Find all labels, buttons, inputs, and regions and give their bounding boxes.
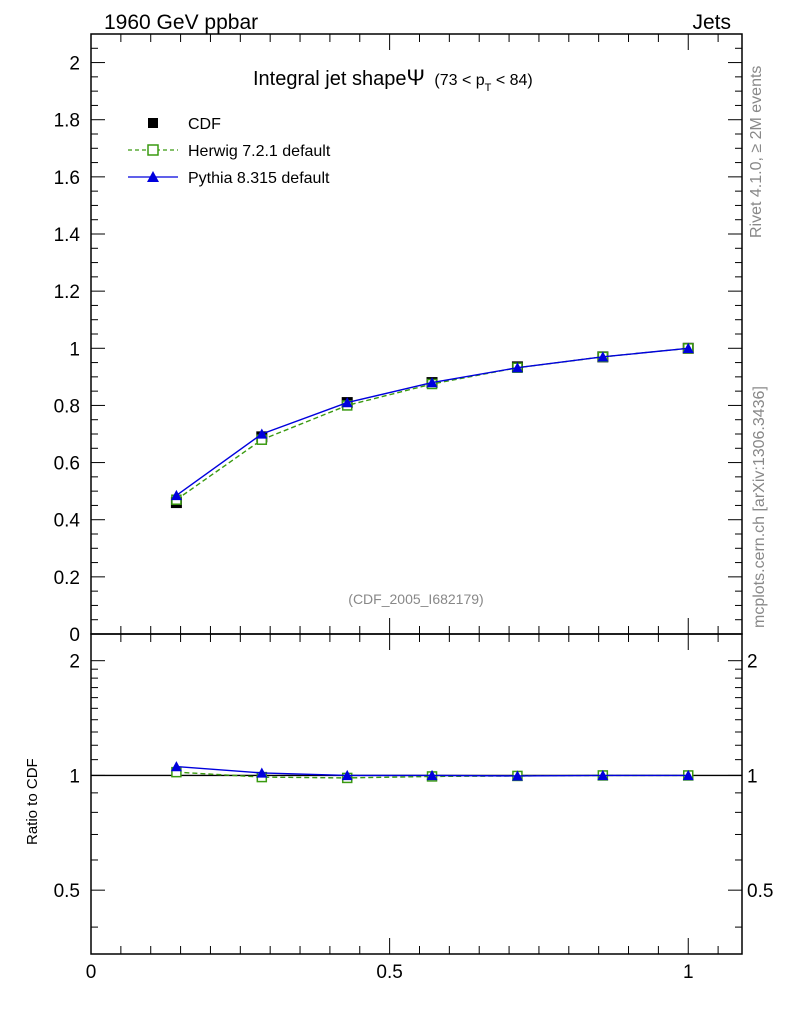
x-tick-label: 0 <box>86 962 97 983</box>
ratio-y-tick-label-right: 1 <box>747 766 758 787</box>
x-tick-label: 0.5 <box>376 962 402 983</box>
main-axis-ticks <box>90 33 742 635</box>
plot-title-text: Integral jet shape <box>253 68 406 90</box>
ratio-plot-frame <box>90 633 743 955</box>
ratio-y-tick-label-left: 1 <box>69 766 80 787</box>
main-y-tick-label: 0.8 <box>54 396 80 417</box>
plot-title: Integral jet shapeΨ (73 < pT < 84) <box>253 65 533 94</box>
pythia-data-point <box>426 377 438 388</box>
legend: CDF Herwig 7.2.1 default Pythia 8.315 de… <box>128 116 331 187</box>
main-y-tick-label: 0 <box>69 625 80 646</box>
main-y-tick-label: 1.8 <box>54 111 80 132</box>
ratio-ylabel: Ratio to CDF <box>24 758 41 845</box>
side-label-top: Rivet 4.1.0, ≥ 2M events <box>748 66 765 238</box>
x-tick-label: 1 <box>683 962 694 983</box>
side-label-bottom: mcplots.cern.ch [arXiv:1306.3436] <box>751 386 768 628</box>
pythia-data-point <box>256 428 268 439</box>
main-y-tick-label: 1.6 <box>54 168 80 189</box>
header-right-label: Jets <box>692 11 731 34</box>
ratio-y-tick-label-right: 0.5 <box>747 881 773 902</box>
main-y-tick-label: 1 <box>69 339 80 360</box>
pythia-data-point <box>597 351 609 362</box>
header-left-label: 1960 GeV ppbar <box>104 11 258 34</box>
main-series-line-2 <box>175 347 689 496</box>
legend-herwig-marker <box>147 144 159 156</box>
pythia-ratio-point <box>511 770 523 781</box>
ratio-y-tick-label-left: 0.5 <box>54 881 80 902</box>
pythia-ratio-point <box>426 769 438 781</box>
main-y-tick-label: 0.4 <box>54 511 81 532</box>
pythia-ratio-point <box>170 761 182 772</box>
main-y-tick-label: 1.4 <box>54 225 81 246</box>
plot-title-range: (73 < p <box>434 72 484 89</box>
plot-title-range-end: < 84) <box>491 72 532 89</box>
analysis-label: (CDF_2005_I682179) <box>348 591 483 607</box>
plot-title-symbol: Ψ <box>406 65 424 90</box>
pythia-ratio-point <box>682 769 694 781</box>
pythia-data-point <box>170 489 182 501</box>
plot-title-range-sub: T <box>485 82 492 94</box>
pythia-ratio-point <box>597 769 609 781</box>
pythia-data-point <box>682 342 694 353</box>
pythia-data-point <box>341 397 353 408</box>
pythia-ratio-point <box>256 767 268 778</box>
main-y-tick-label: 1.2 <box>54 282 80 303</box>
legend-cdf-label: CDF <box>188 116 221 133</box>
ratio-tick-labels: 0.5 0.5 1 1 2 2 0 0.5 1 <box>54 652 774 983</box>
legend-pythia-marker <box>147 171 159 182</box>
ratio-series-layer <box>170 761 694 784</box>
legend-cdf-marker <box>148 118 158 128</box>
main-y-tick-label: 2 <box>69 54 80 75</box>
pythia-data-point <box>511 362 523 373</box>
pythia-ratio-point <box>341 769 353 781</box>
main-y-tick-label: 0.6 <box>54 454 80 475</box>
legend-herwig-label: Herwig 7.2.1 default <box>188 143 331 160</box>
main-y-tick-labels: 0 0.2 0.4 0.6 0.8 1 1.2 1.4 1.6 1.8 2 <box>54 54 81 646</box>
main-y-tick-label: 0.2 <box>54 568 80 589</box>
legend-pythia-label: Pythia 8.315 default <box>188 170 330 187</box>
main-series-layer <box>170 342 694 509</box>
ratio-y-tick-label-left: 2 <box>69 652 80 673</box>
ratio-y-tick-label-right: 2 <box>747 652 758 673</box>
ratio-axis-ticks <box>90 634 742 954</box>
main-series-line-1 <box>176 347 689 501</box>
